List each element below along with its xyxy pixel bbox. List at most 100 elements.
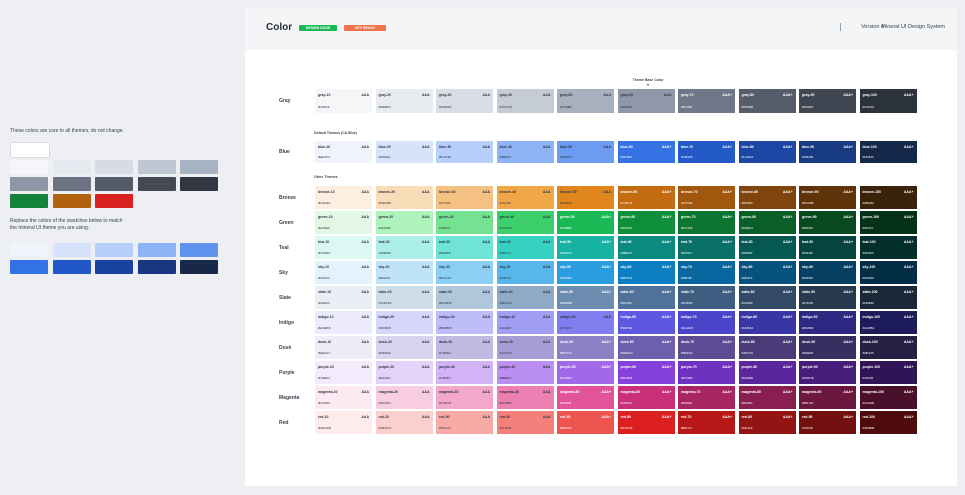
contrast-rating: AAA+ (661, 240, 672, 244)
hex-value: #042D46 (862, 276, 874, 280)
contrast-rating: AAA+ (782, 190, 793, 194)
hex-value: #5F340B (802, 201, 814, 205)
color-name: magenta-10 (318, 390, 338, 394)
contrast-rating: AAA+ (661, 390, 672, 394)
hex-value: #A82564 (681, 401, 693, 405)
hex-value: #6B173F (802, 401, 814, 405)
hex-value: #75E291 (439, 226, 451, 230)
color-cell: indigo-40 AAA #A19EF5 (496, 311, 554, 334)
color-name: teal-20 (378, 240, 390, 244)
color-cell: dusk-80 AAA+ #493C79 (738, 336, 796, 359)
color-name: green-60 (620, 215, 636, 219)
hex-value: #A19EF5 (499, 326, 512, 330)
contrast-rating: AAA (361, 390, 369, 394)
contrast-rating: AAA (421, 415, 430, 419)
color-name: green-30 (439, 215, 454, 219)
contrast-rating: AAA+ (843, 340, 853, 344)
color-name: blue-100 (862, 145, 877, 149)
contrast-rating: AAA (421, 145, 430, 149)
color-name: blue-40 (499, 145, 512, 149)
color-name: slate-10 (318, 290, 332, 294)
color-cell: green-80 AAA+ #0A5E27 (738, 211, 796, 234)
color-name: green-50 (560, 215, 575, 219)
contrast-rating: AAA (603, 315, 611, 319)
contrast-rating: AAA+ (782, 265, 793, 269)
color-name: magenta-40 (499, 390, 519, 394)
contrast-rating: AAA (542, 93, 551, 97)
color-cell: magenta-90 AAA+ #6B173F (799, 386, 856, 409)
hex-value: #F3EBFC (318, 376, 331, 380)
hex-value: #5B4C94 (681, 351, 693, 355)
family-label: Indigo (279, 319, 294, 326)
color-cell: bronze-30 AAA #F5C183 (436, 186, 493, 209)
color-cell: red-70 AAA+ #B81717 (678, 411, 735, 434)
color-name: green-100 (862, 215, 880, 219)
contrast-rating: AAA (482, 93, 490, 97)
color-name: teal-30 (439, 240, 451, 244)
contrast-rating: AAA+ (722, 415, 732, 419)
contrast-rating: AAA+ (843, 190, 853, 194)
color-cell: indigo-30 AAA #BDBBF8 (436, 311, 493, 334)
color-cell: sky-40 AAA #57B7EC (496, 261, 554, 284)
contrast-rating: AAA (361, 190, 369, 194)
hex-value: #F8CDE1 (378, 401, 391, 405)
color-swatch (180, 243, 218, 257)
color-name: slate-40 (499, 290, 513, 294)
contrast-rating: AAA (482, 240, 490, 244)
color-name: green-10 (318, 215, 333, 219)
hex-value: #3F5D80 (681, 301, 693, 305)
contrast-rating: AAA+ (903, 145, 914, 149)
contrast-rating: AAA (542, 190, 551, 194)
color-name: magenta-30 (439, 390, 459, 394)
color-name: bronze-30 (439, 190, 456, 194)
hex-value: #5D57E2 (620, 326, 633, 330)
color-name: blue-30 (439, 145, 452, 149)
contrast-rating: AAA (542, 265, 551, 269)
color-name: red-70 (681, 415, 692, 419)
contrast-rating: AAA (361, 215, 369, 219)
color-cell: sky-70 AAA+ #08679F (678, 261, 735, 284)
color-name: purple-100 (862, 365, 881, 369)
hex-value: #1E1B5A (862, 326, 875, 330)
hex-value: #AEF2BC (378, 226, 391, 230)
color-name: teal-80 (741, 240, 753, 244)
color-cell: purple-100 AAA+ #311456 (859, 361, 917, 384)
contrast-rating: AAA+ (661, 415, 672, 419)
contrast-rating: AAA (542, 415, 551, 419)
hex-value: #281F45 (862, 351, 874, 355)
theme-base-label: Theme Base Color (632, 78, 664, 82)
color-cell: purple-40 AAA #BB8EF1 (496, 361, 554, 384)
color-name: bronze-70 (681, 190, 698, 194)
contrast-rating: AAA (421, 265, 430, 269)
color-cell: green-50 AAA+ #1AB955 (557, 211, 614, 234)
hex-value: #5A269D (741, 376, 754, 380)
color-name: teal-100 (862, 240, 876, 244)
contrast-rating: AAA+ (843, 315, 853, 319)
color-name: blue-10 (318, 145, 331, 149)
color-cell: slate-60 AAA+ #50729A (617, 286, 675, 309)
color-cell: blue-20 AAA #D6E3FA (375, 141, 433, 163)
color-name: slate-20 (378, 290, 392, 294)
contrast-rating: AAA+ (722, 145, 732, 149)
hex-value: #3F4652 (802, 105, 814, 109)
contrast-rating: AAA+ (843, 215, 853, 219)
color-cell: bronze-10 AAA #FCEFE0 (315, 186, 372, 209)
color-name: purple-70 (681, 365, 697, 369)
color-cell: teal-40 AAA #36D1C1 (496, 236, 554, 259)
hex-value: #2D2982 (802, 326, 814, 330)
contrast-rating: AAA+ (722, 265, 732, 269)
color-name: sky-80 (741, 265, 753, 269)
hex-value: #084920 (802, 226, 813, 230)
color-board: Color DESIGN DONE DEV READY Version 4 Mi… (245, 8, 957, 486)
hex-value: #B0C6DB (439, 301, 452, 305)
contrast-rating: AAA+ (843, 365, 853, 369)
color-cell: magenta-40 AAA #EC80B3 (496, 386, 554, 409)
color-cell: bronze-70 AAA+ #A2570E (678, 186, 735, 209)
color-cell: teal-70 AAA+ #087067 (678, 236, 735, 259)
color-cell: teal-30 AAA #6EE3D6 (436, 236, 493, 259)
hex-value: #1B2838 (862, 301, 874, 305)
contrast-rating: AAA+ (722, 240, 732, 244)
contrast-rating: AAA+ (843, 240, 853, 244)
color-cell: teal-90 AAA+ #05443F (799, 236, 856, 259)
contrast-rating: AAA+ (661, 265, 672, 269)
